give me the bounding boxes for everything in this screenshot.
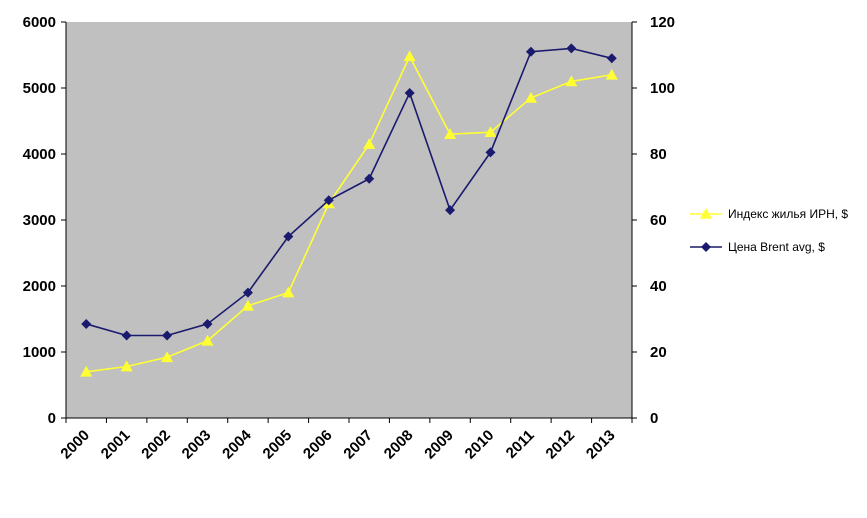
data-point-marker	[283, 231, 294, 242]
data-point-marker	[364, 173, 375, 184]
left-tick-label: 4000	[23, 146, 56, 163]
x-tick-label: 2012	[543, 427, 579, 463]
data-point-marker	[242, 287, 253, 298]
legend: Индекс жилья ИРН, $ Цена Brent avg, $	[690, 207, 848, 254]
x-tick-label: 2010	[462, 427, 498, 463]
legend-marker	[701, 242, 711, 252]
legend-label: Цена Brent avg, $	[728, 240, 825, 254]
right-tick-label: 80	[650, 146, 667, 163]
series-line	[85, 47, 612, 337]
data-point-marker	[525, 46, 536, 57]
data-point-marker	[565, 75, 578, 87]
left-tick-label: 5000	[23, 80, 56, 97]
x-tick-label: 2006	[300, 427, 336, 463]
right-tick-label: 40	[650, 278, 667, 295]
x-tick-label: 2009	[421, 427, 457, 463]
right-tick-label: 100	[650, 80, 675, 97]
left-tick-label: 6000	[23, 14, 56, 31]
x-tick-label: 2001	[98, 427, 134, 463]
data-point-marker	[606, 53, 617, 64]
right-tick-label: 120	[650, 14, 675, 31]
legend-label: Индекс жилья ИРН, $	[728, 207, 848, 221]
left-axis-ticks: 0 1000 2000 3000 4000 5000 6000	[23, 14, 66, 427]
x-tick-label: 2003	[179, 427, 215, 463]
series-1	[81, 43, 617, 341]
data-point-marker	[120, 360, 133, 372]
data-point-marker	[566, 43, 577, 54]
data-point-marker	[485, 147, 496, 158]
data-point-marker	[403, 50, 416, 62]
series-0	[80, 50, 618, 377]
data-point-marker	[524, 91, 537, 103]
x-tick-label: 2002	[138, 427, 174, 463]
data-point-marker	[363, 138, 376, 149]
right-tick-label: 20	[650, 344, 667, 361]
x-tick-label: 2005	[260, 427, 296, 463]
data-point-marker	[404, 87, 415, 98]
x-axis-ticks: 2000 2001 2002 2003 2004 2005 2006 2007 2008 2009…	[57, 418, 633, 463]
data-point-marker	[484, 126, 497, 138]
left-tick-label: 0	[48, 410, 56, 427]
x-tick-label: 2013	[583, 427, 619, 463]
x-tick-label: 2007	[340, 427, 376, 463]
right-tick-label: 60	[650, 212, 667, 229]
data-point-marker	[323, 195, 334, 206]
data-point-marker	[162, 330, 173, 341]
data-point-marker	[81, 318, 92, 329]
x-tick-label: 2008	[381, 427, 417, 463]
legend-item: Цена Brent avg, $	[690, 240, 825, 254]
data-point-marker	[80, 365, 93, 377]
data-point-marker	[282, 286, 295, 298]
data-point-marker	[121, 330, 132, 341]
left-tick-label: 2000	[23, 278, 56, 295]
x-tick-label: 2011	[503, 427, 538, 462]
data-point-marker	[241, 299, 254, 311]
left-tick-label: 3000	[23, 212, 56, 229]
data-point-marker	[202, 318, 213, 329]
right-tick-label: 0	[650, 410, 658, 427]
data-point-marker	[444, 128, 457, 139]
plot-area	[66, 22, 632, 418]
data-point-marker	[445, 205, 456, 216]
x-tick-label: 2004	[219, 426, 255, 462]
legend-marker	[700, 208, 712, 219]
right-axis-ticks: 0 20 40 60 80 100 120	[632, 14, 675, 427]
data-point-marker	[605, 68, 618, 80]
legend-item: Индекс жилья ИРН, $	[690, 207, 848, 221]
left-tick-label: 1000	[23, 344, 56, 361]
series-layer	[80, 43, 618, 377]
x-tick-label: 2000	[57, 427, 93, 463]
data-point-marker	[161, 351, 174, 363]
data-point-marker	[201, 334, 214, 346]
series-line	[86, 54, 612, 373]
